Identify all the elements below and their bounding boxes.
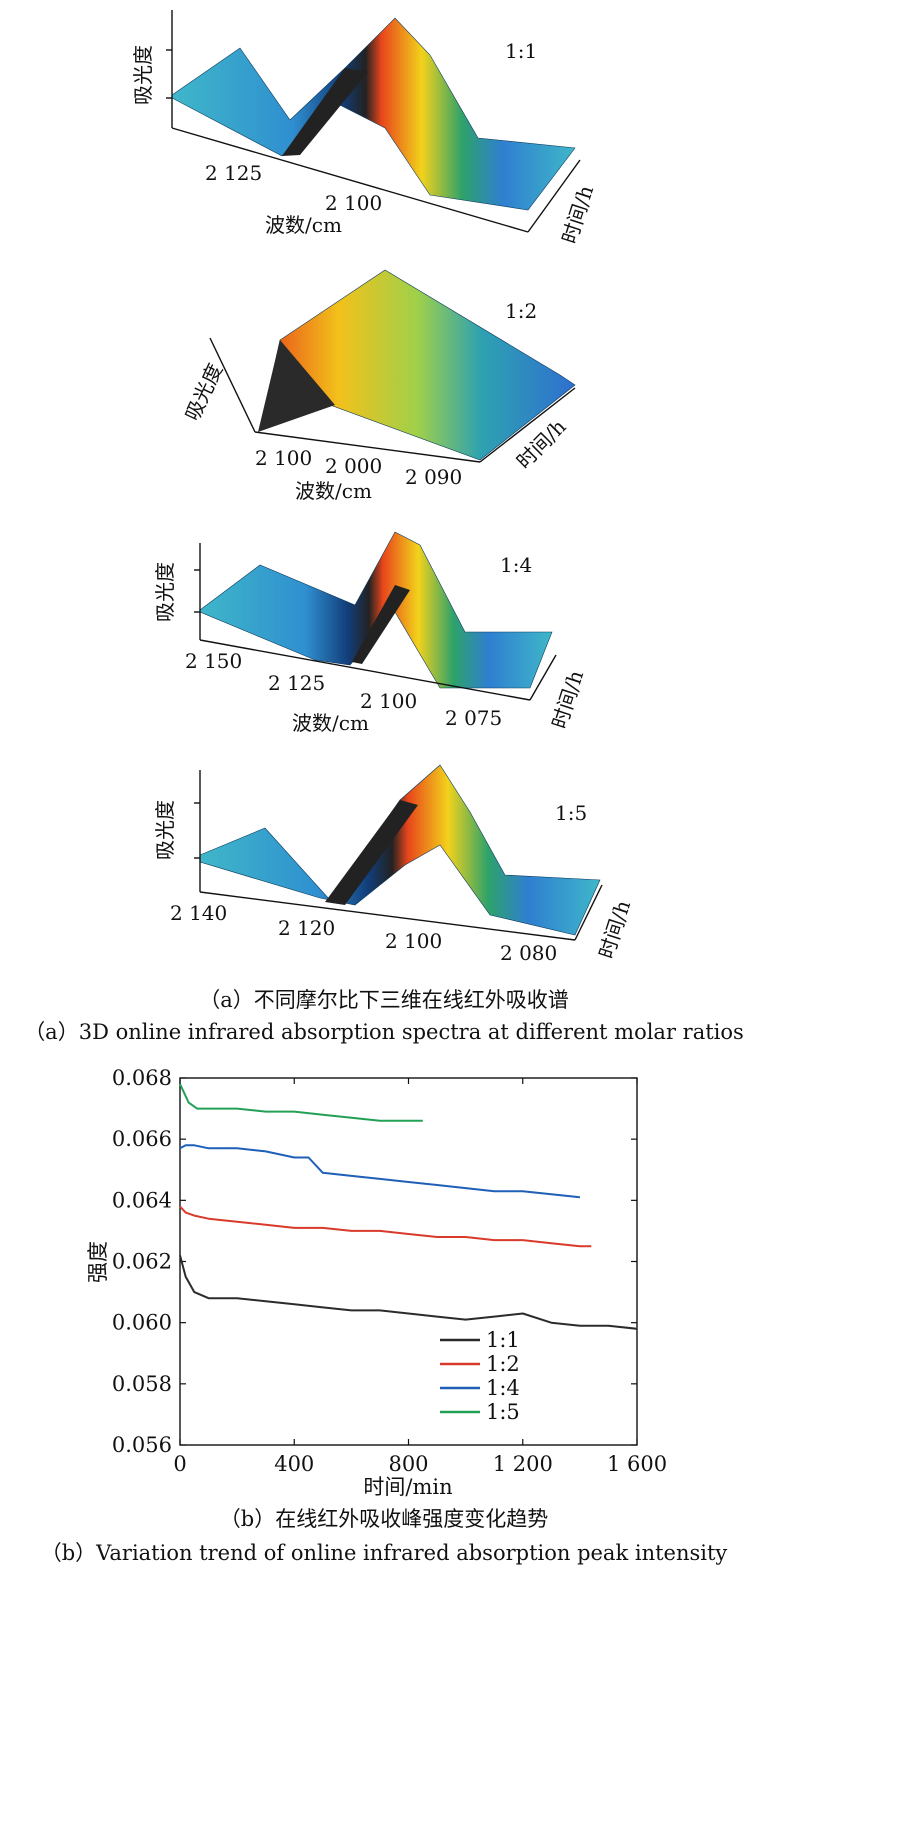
xlabel-1-4: 波数/cm [292,711,369,735]
tlabel-1-4: 时间/h [547,667,588,731]
spectrum-shadow-1-1 [282,68,368,156]
ratio-label-1-4: 1:4 [500,553,532,577]
tick-1-5-c: 2 100 [385,929,442,953]
tick-1-4-c: 2 100 [360,689,417,713]
panel-1-4: 吸光度 1:4 2 150 2 125 2 100 2 075 波数/cm 时间… [153,531,588,735]
ratio-label-1-5: 1:5 [555,801,587,825]
y-tick-label: 0.060 [112,1311,172,1335]
x-tick-label: 400 [274,1452,314,1476]
tick-1-2-c: 2 090 [405,465,462,489]
series-line-1-2 [179,1205,592,1248]
ylabel-1-5: 吸光度 [153,800,177,860]
x-tick-label: 0 [173,1452,186,1476]
ratio-label-1-1: 1:1 [505,39,537,63]
y-tick-label: 0.056 [112,1433,172,1457]
spectrum-surface-1-5 [199,764,601,936]
y-tick-label: 0.062 [112,1250,172,1274]
tick-1-2-b: 2 000 [325,454,382,478]
legend: 1:11:21:41:5 [440,1328,520,1424]
tlabel-1-1: 时间/h [557,182,598,246]
tick-1-4-d: 2 075 [445,706,502,730]
xlabel-1-1: 波数/cm [265,213,342,237]
tick-1-1-b: 2 100 [325,191,382,215]
spectrum-surface-1-2 [259,269,576,461]
ylabel-1-2: 吸光度 [180,360,227,425]
series-line-1-1 [179,1255,638,1330]
legend-label: 1:5 [486,1400,520,1424]
x-ticks: 0 400 800 1 200 1 600 [173,1078,667,1476]
x-axis-label: 时间/min [363,1475,452,1499]
x-tick-label: 800 [388,1452,428,1476]
legend-label: 1:2 [486,1352,520,1376]
caption-b-cn: （b）在线红外吸收峰强度变化趋势 [220,1507,548,1531]
spectrum-surface-1-4 [199,531,553,689]
tick-1-5-a: 2 140 [170,901,227,925]
spectrum-shadow-1-4 [352,585,410,664]
y-tick-label: 0.064 [112,1188,172,1212]
y-axis-label: 强度 [86,1241,110,1283]
ratio-label-1-2: 1:2 [505,299,537,323]
caption-a-en: （a）3D online infrared absorption spectra… [24,1020,744,1044]
spectrum-shadow-1-5 [325,800,418,905]
tick-1-4-b: 2 125 [268,671,325,695]
y-tick-label: 0.068 [112,1066,172,1090]
y-tick-label: 0.058 [112,1372,172,1396]
xlabel-1-2: 波数/cm [295,479,372,503]
x-tick-label: 1 200 [493,1452,553,1476]
series-lines [179,1083,638,1330]
tick-1-5-b: 2 120 [278,916,335,940]
tlabel-1-5: 时间/h [594,897,635,961]
y-tick-label: 0.066 [112,1127,172,1151]
legend-label: 1:1 [486,1328,520,1352]
ylabel-1-1: 吸光度 [131,45,155,105]
caption-a-cn: （a）不同摩尔比下三维在线红外吸收谱 [199,988,569,1012]
plot-frame [179,1077,638,1446]
series-line-1-4 [179,1144,581,1199]
tick-1-1-a: 2 125 [205,161,262,185]
panel-1-2: 吸光度 1:2 2 100 2 000 2 090 波数/cm 时间/h [180,269,576,503]
y-ticks: 0.056 0.058 0.060 0.062 0.064 0.066 0.068 [112,1066,637,1457]
panel-1-1: 吸光度 1:1 2 125 2 100 波数/cm 时间/h [131,10,598,247]
caption-b-en: （b）Variation trend of online infrared ab… [41,1541,728,1565]
x-tick-label: 1 600 [607,1452,667,1476]
panel-1-5: 吸光度 1:5 2 140 2 120 2 100 2 080 时间/h [153,764,635,965]
legend-label: 1:4 [486,1376,520,1400]
tick-1-4-a: 2 150 [185,649,242,673]
line-chart: 0.056 0.058 0.060 0.062 0.064 0.066 0.068 0 400… [86,1066,667,1499]
ylabel-1-4: 吸光度 [153,562,177,622]
tick-1-5-d: 2 080 [500,941,557,965]
series-line-1-5 [179,1083,423,1122]
tick-1-2-a: 2 100 [255,446,312,470]
spectrum-shadow-1-2 [258,340,335,432]
